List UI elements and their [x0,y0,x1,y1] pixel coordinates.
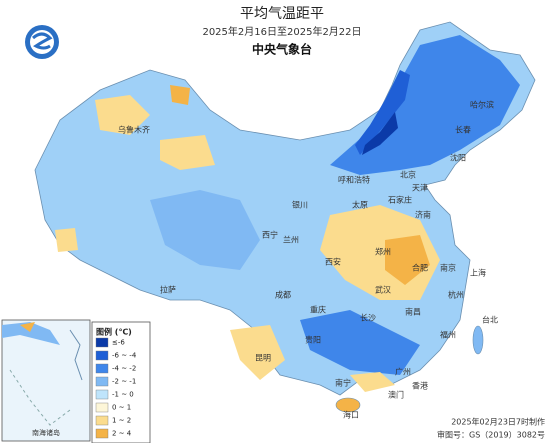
legend-label: 0 ~ 1 [112,404,131,412]
agency: 中央气象台 [252,42,312,57]
legend-label: -4 ~ -2 [112,365,136,373]
legend-swatch [95,389,109,400]
city-label: 石家庄 [388,195,412,205]
city-label: 兰州 [283,235,299,245]
city-label: 天津 [412,183,428,193]
legend-label: 1 ~ 2 [112,417,131,425]
city-label: 西宁 [262,230,278,240]
city-label: 香港 [412,381,428,391]
city-label: 海口 [343,410,359,420]
legend-swatch [95,376,109,387]
city-label: 昆明 [255,354,271,363]
city-label: 太原 [352,200,368,210]
city-label: 北京 [400,170,416,180]
city-label: 台北 [482,315,498,325]
legend-swatch [95,337,109,348]
city-label: 郑州 [375,247,391,257]
city-label: 成都 [275,290,291,300]
legend-label: -6 ~ -4 [112,352,137,360]
city-label: 福州 [440,331,456,340]
legend-label: 2 ~ 4 [112,430,132,438]
city-label: 重庆 [310,305,326,315]
city-label: 西安 [325,257,341,267]
city-label: 长春 [455,125,471,135]
footer-made: 2025年02月23日7时制作 [451,417,545,427]
legend-label: -1 ~ 0 [112,391,134,399]
city-label: 银川 [292,200,308,210]
city-label: 长沙 [360,313,376,323]
legend-swatch [95,428,109,439]
title: 平均气温距平 [240,6,324,22]
city-label: 武汉 [375,285,391,295]
city-label: 南宁 [335,378,351,388]
city-label: 合肥 [412,263,428,273]
city-label: 贵阳 [305,335,321,345]
city-label: 南京 [440,263,456,273]
legend-label: -2 ~ -1 [112,378,136,386]
inset-label: 南海诸岛 [32,428,60,437]
legend-swatch [95,402,109,413]
city-label: 拉萨 [160,285,176,295]
logo [25,25,59,59]
city-label: 乌鲁木齐 [118,125,150,135]
legend-label: ≤-6 [112,339,125,347]
legend-swatch [95,350,109,361]
footer-approval: 审图号：GS（2019）3082号 [437,430,545,440]
city-label: 南昌 [405,307,421,317]
subtitle: 2025年2月16日至2025年2月22日 [202,25,361,38]
city-label: 沈阳 [450,153,466,163]
china-map [34,21,536,413]
city-label: 哈尔滨 [470,100,494,110]
city-label: 济南 [415,210,431,220]
legend-swatch [95,363,109,374]
legend: 图例 (℃) ≤-6 -6 ~ -4 -4 ~ -2 -2 ~ -1 -1 ~ 0 0 ~… [91,321,151,444]
city-label: 呼和浩特 [338,175,370,185]
city-labels: 乌鲁木齐 哈尔滨 长春 沈阳 北京 天津 石家庄 济南 太原 呼和浩特 银川 西… [118,100,498,420]
city-label: 上海 [470,268,486,278]
city-label: 广州 [395,367,411,377]
legend-swatch [95,415,109,426]
city-label: 杭州 [448,290,464,300]
city-label: 澳门 [388,390,404,400]
inset: 南海诸岛 [1,319,91,442]
legend-title: 图例 (℃) [96,327,132,337]
